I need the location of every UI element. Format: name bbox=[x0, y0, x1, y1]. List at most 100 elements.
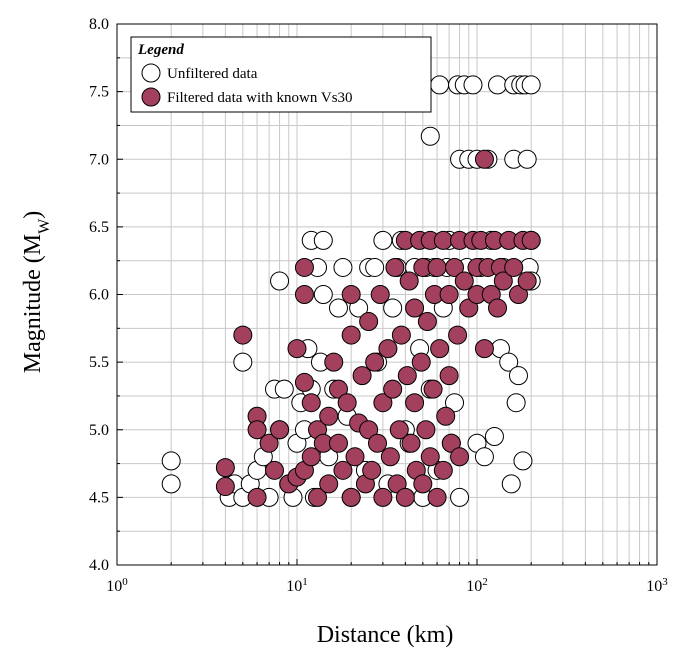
point-unfiltered bbox=[274, 379, 294, 399]
point-unfiltered bbox=[499, 352, 519, 372]
point-filtered bbox=[397, 366, 417, 386]
point-filtered bbox=[504, 257, 524, 277]
y-tick-label: 5.5 bbox=[89, 354, 109, 371]
y-tick-label: 4.5 bbox=[89, 489, 109, 506]
point-filtered bbox=[367, 433, 387, 453]
legend-box bbox=[130, 36, 432, 113]
point-filtered bbox=[373, 393, 393, 413]
point-unfiltered bbox=[313, 285, 333, 304]
point-filtered bbox=[215, 458, 235, 478]
point-unfiltered bbox=[161, 474, 181, 494]
point-filtered bbox=[301, 393, 321, 413]
point-filtered bbox=[362, 460, 382, 480]
point-unfiltered bbox=[463, 75, 483, 95]
point-filtered bbox=[433, 230, 453, 250]
point-filtered bbox=[294, 285, 314, 304]
point-filtered bbox=[308, 487, 328, 507]
point-filtered bbox=[405, 298, 425, 318]
point-filtered bbox=[433, 460, 453, 480]
legend-marker-filtered bbox=[141, 87, 161, 107]
point-unfiltered bbox=[508, 366, 528, 386]
point-unfiltered bbox=[521, 75, 541, 95]
y-tick-label: 8.0 bbox=[89, 16, 109, 33]
point-filtered bbox=[439, 285, 459, 304]
point-filtered bbox=[324, 352, 344, 372]
point-filtered bbox=[247, 420, 267, 440]
point-unfiltered bbox=[420, 126, 440, 146]
y-tick-label: 6.0 bbox=[89, 287, 109, 304]
point-filtered bbox=[233, 325, 253, 345]
point-filtered bbox=[294, 372, 314, 392]
point-filtered bbox=[493, 271, 513, 291]
legend-title: Legend bbox=[137, 42, 184, 58]
y-axis-title: Magnitude (MW) bbox=[20, 211, 53, 373]
point-filtered bbox=[319, 406, 339, 426]
point-filtered bbox=[391, 325, 411, 345]
point-filtered bbox=[450, 447, 470, 467]
point-filtered bbox=[399, 271, 419, 291]
point-unfiltered bbox=[474, 447, 494, 467]
x-tick-label: 103 bbox=[646, 576, 668, 595]
point-unfiltered bbox=[383, 298, 403, 318]
point-filtered bbox=[287, 339, 307, 359]
point-unfiltered bbox=[233, 352, 253, 372]
point-filtered bbox=[508, 285, 528, 304]
point-filtered bbox=[294, 257, 314, 277]
point-filtered bbox=[385, 257, 405, 277]
point-filtered bbox=[301, 447, 321, 467]
point-filtered bbox=[341, 285, 361, 304]
point-filtered bbox=[420, 447, 440, 467]
x-tick-label: 102 bbox=[466, 576, 488, 595]
point-unfiltered bbox=[365, 257, 385, 277]
point-filtered bbox=[352, 366, 372, 386]
point-filtered bbox=[439, 366, 459, 386]
point-filtered bbox=[265, 460, 285, 480]
legend-marker-unfiltered bbox=[141, 63, 161, 83]
point-filtered bbox=[488, 298, 508, 318]
point-filtered bbox=[411, 352, 431, 372]
point-filtered bbox=[380, 447, 400, 467]
point-filtered bbox=[474, 339, 494, 359]
point-filtered bbox=[427, 487, 447, 507]
point-unfiltered bbox=[445, 393, 465, 413]
point-unfiltered bbox=[517, 149, 537, 169]
point-filtered bbox=[259, 433, 279, 453]
point-filtered bbox=[270, 420, 290, 440]
point-unfiltered bbox=[488, 75, 508, 95]
point-filtered bbox=[370, 285, 390, 304]
axis-ticks bbox=[116, 23, 650, 566]
x-tick-labels: 100 101 102 103 bbox=[106, 576, 668, 595]
y-tick-label: 7.5 bbox=[89, 84, 109, 101]
point-filtered bbox=[474, 149, 494, 169]
point-filtered bbox=[341, 487, 361, 507]
point-filtered bbox=[247, 487, 267, 507]
point-filtered bbox=[345, 447, 365, 467]
y-axis-title-subscript: W bbox=[36, 218, 53, 234]
point-unfiltered bbox=[484, 427, 504, 447]
y-tick-label: 7.0 bbox=[89, 151, 109, 168]
point-filtered bbox=[333, 460, 353, 480]
point-filtered bbox=[359, 420, 379, 440]
point-filtered bbox=[328, 379, 348, 399]
point-filtered bbox=[378, 339, 398, 359]
point-filtered bbox=[328, 433, 348, 453]
point-unfiltered bbox=[373, 230, 393, 250]
point-filtered bbox=[341, 325, 361, 345]
point-filtered bbox=[405, 393, 425, 413]
legend-label-filtered: Filtered data with known Vs30 bbox=[167, 90, 353, 106]
point-filtered bbox=[430, 339, 450, 359]
point-filtered bbox=[521, 230, 541, 250]
x-axis-title: Distance (km) bbox=[317, 622, 454, 648]
point-filtered bbox=[417, 312, 437, 332]
point-filtered bbox=[337, 393, 357, 413]
point-unfiltered bbox=[313, 230, 333, 250]
y-tick-label: 6.5 bbox=[89, 219, 109, 236]
point-unfiltered bbox=[270, 271, 290, 291]
point-unfiltered bbox=[506, 393, 526, 413]
point-filtered bbox=[427, 257, 447, 277]
y-axis-title-close: ) bbox=[20, 211, 46, 219]
y-tick-label: 4.0 bbox=[89, 557, 109, 574]
point-filtered bbox=[517, 271, 537, 291]
point-filtered bbox=[416, 420, 436, 440]
